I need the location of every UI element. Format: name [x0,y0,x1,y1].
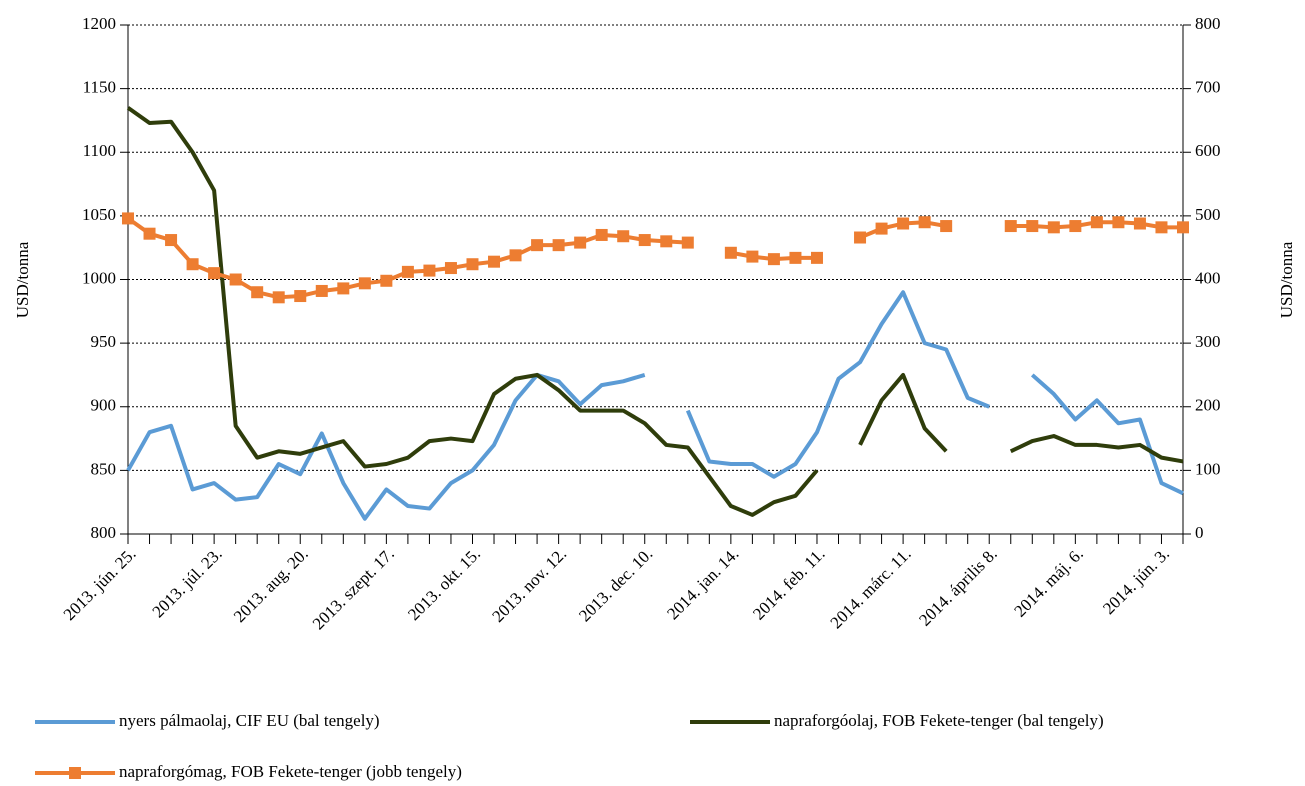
marker [595,228,608,241]
legend-marker [69,767,81,779]
marker [186,258,199,271]
y-tick-label: 800 [91,523,117,542]
marker [574,236,587,249]
x-tick-label: 2013. aug. 20. [230,544,312,626]
marker [509,249,522,262]
marker [466,258,479,271]
y-axis-label: USD/tonna [13,241,32,318]
x-tick-label: 2013. okt. 15. [404,544,484,624]
marker [272,291,285,304]
y-tick-label: 950 [91,332,117,351]
marker [444,262,457,275]
marker [617,230,630,243]
marker [1177,221,1189,234]
marker [638,234,651,247]
marker [724,246,737,259]
marker [660,235,673,248]
marker [531,239,544,252]
y2-tick-label: 200 [1195,396,1221,415]
legend-label: napraforgóolaj, FOB Fekete-tenger (bal t… [774,711,1104,730]
marker [1090,216,1103,229]
marker [1004,220,1017,233]
marker [746,250,759,263]
marker [810,251,823,264]
marker [143,227,156,240]
series-line [126,372,646,521]
marker [940,220,953,233]
series-line [126,106,819,517]
marker [380,274,393,287]
y-tick-label: 1050 [82,205,116,224]
marker [165,234,178,247]
y2-tick-label: 300 [1195,332,1221,351]
marker [1026,220,1039,233]
series-line [1009,434,1184,464]
marker [1155,221,1168,234]
y-tick-label: 900 [91,396,117,415]
marker [681,236,694,249]
y-tick-label: 1000 [82,268,116,287]
marker [552,239,565,252]
y2-tick-label: 600 [1195,141,1221,160]
y2-tick-label: 100 [1195,459,1221,478]
y-tick-label: 1100 [83,141,116,160]
x-tick-label: 2013. jún. 25. [60,544,140,624]
x-tick-label: 2013. szept. 17. [309,544,398,633]
legend-label: nyers pálmaolaj, CIF EU (bal tengely) [119,711,380,730]
marker [337,282,350,295]
x-tick-label: 2014. április 8. [915,544,1001,630]
x-tick-label: 2014. feb. 11. [749,544,828,623]
y-tick-label: 1200 [82,14,116,33]
series-line [685,290,990,479]
marker [358,277,371,290]
marker [251,286,264,299]
y2-axis-label: USD/tonna [1277,241,1296,318]
x-tick-label: 2013. dec. 10. [575,544,656,625]
marker [229,273,242,286]
x-tick-label: 2013. júl. 23. [148,544,225,621]
marker [294,290,307,303]
marker [767,253,780,266]
marker [875,222,888,235]
x-tick-label: 2014. márc. 11. [827,544,915,632]
legend-label: napraforgómag, FOB Fekete-tenger (jobb t… [119,762,462,781]
x-tick-label: 2014. jan. 14. [663,544,742,623]
marker [854,231,867,244]
marker [488,255,501,268]
marker [423,264,436,277]
x-tick-label: 2014. jún. 3. [1099,544,1173,618]
marker [789,251,802,264]
marker [401,265,414,278]
y2-tick-label: 800 [1195,14,1221,33]
x-tick-label: 2014. máj. 6. [1010,544,1087,621]
series-line [858,372,948,453]
marker [918,216,931,229]
x-tick-label: 2013. nov. 12. [488,544,570,626]
y2-tick-label: 400 [1195,268,1221,287]
y-tick-label: 1150 [83,78,116,97]
marker [1112,216,1125,229]
y2-tick-label: 700 [1195,78,1221,97]
marker [208,267,221,280]
y-tick-label: 850 [91,459,117,478]
marker [315,284,328,297]
y2-tick-label: 500 [1195,205,1221,224]
marker [1069,220,1082,233]
marker [1047,221,1060,234]
y2-tick-label: 0 [1195,523,1204,542]
marker [897,217,910,230]
marker [1133,217,1146,230]
marker [122,212,134,225]
series-line [1030,373,1184,496]
